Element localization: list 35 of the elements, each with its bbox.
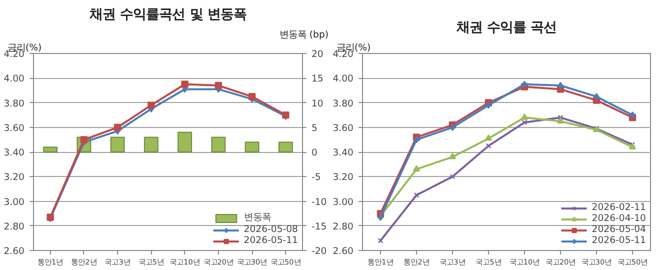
y-tick-label: 3.20 [4,172,25,184]
legend-label: 2026-04-10 [592,213,646,224]
y2-tick-label: 0 [312,148,318,158]
y-tick-label: 3.20 [332,172,354,184]
y2-tick-label: -5 [312,172,321,184]
legend-label: 2026-05-04 [592,224,646,235]
legend-label: 2026-05-11 [592,235,646,246]
y2-tick-label: -10 [312,196,327,208]
y-tick-label: 2.80 [4,221,25,232]
y-tick-label: 3.80 [4,98,25,110]
legend-label: 2026-02-11 [592,202,646,213]
legend-label: 2026-05-11 [244,235,298,246]
y-tick-label: 3.60 [4,122,25,134]
y-tick-label: 3.00 [332,196,354,208]
y2-tick-label: -20 [312,246,327,257]
y2-tick-label: -15 [312,221,327,232]
y2-tick-label: 10 [312,98,324,110]
y2-axis-title: 변동폭 (bp) [279,30,329,40]
y2-tick-label: 20 [312,49,324,60]
legend-label: 2026-05-08 [244,224,298,235]
y-tick-label: 4.00 [4,74,25,85]
legend-label: 변동폭 [244,211,271,224]
y-tick-label: 3.60 [332,122,354,134]
y2-tick-label: 15 [312,74,324,85]
y-tick-label: 2.60 [332,246,354,257]
y-tick-label: 3.40 [332,148,354,158]
y2-tick-label: 5 [312,122,318,134]
y-tick-label: 3.00 [4,196,25,208]
y-tick-label: 2.80 [332,221,354,232]
y-tick-label: 3.40 [4,148,25,158]
chart-title: 채권 수익률 곡선 [455,20,557,36]
y-tick-label: 4.00 [332,74,354,85]
y-tick-label: 3.80 [332,98,354,110]
chart-title: 채권 수익률곡선 및 변동폭 [88,8,246,22]
y-tick-label: 2.60 [4,246,25,257]
